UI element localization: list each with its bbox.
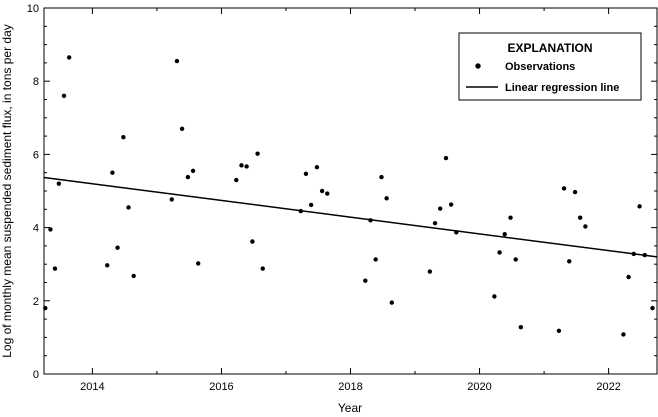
- legend: EXPLANATION Observations Linear regressi…: [458, 32, 642, 101]
- observation-point: [508, 215, 513, 220]
- observation-point: [363, 278, 368, 283]
- observation-point: [190, 168, 196, 174]
- observation-point: [427, 269, 433, 274]
- observation-point: [561, 186, 567, 191]
- observation-point: [621, 332, 626, 337]
- observation-point: [650, 305, 655, 311]
- observation-point: [244, 164, 249, 169]
- observation-point: [196, 261, 201, 266]
- x-tick-label: 2018: [338, 381, 362, 393]
- observation-point: [255, 151, 260, 156]
- observation-point: [52, 266, 58, 271]
- observation-point: [239, 163, 244, 168]
- observation-point: [631, 251, 636, 257]
- legend-observation-label: Observations: [505, 61, 575, 73]
- observation-point: [61, 93, 67, 99]
- observation-point: [308, 202, 314, 208]
- legend-title: EXPLANATION: [507, 41, 592, 55]
- observation-point: [513, 257, 518, 262]
- observation-point: [492, 294, 497, 299]
- y-tick-label: 10: [27, 3, 39, 15]
- observation-point: [260, 266, 265, 271]
- observation-point: [556, 328, 562, 334]
- x-tick-label: 2016: [209, 381, 233, 393]
- observation-point: [169, 197, 174, 202]
- observation-point: [626, 274, 631, 280]
- observation-point: [567, 259, 572, 264]
- y-tick-label: 8: [33, 76, 39, 88]
- observation-point: [518, 324, 524, 330]
- observation-point: [110, 170, 115, 175]
- x-tick-label: 2020: [467, 381, 491, 393]
- observation-point: [637, 204, 642, 209]
- observation-point: [298, 208, 304, 214]
- legend-box: [458, 32, 642, 101]
- observation-point: [578, 215, 583, 220]
- observation-point: [174, 58, 180, 64]
- observation-point: [131, 273, 136, 279]
- observation-point: [325, 191, 330, 196]
- y-tick-label: 0: [33, 369, 39, 381]
- observation-point: [314, 165, 320, 170]
- observation-point: [389, 300, 394, 305]
- observation-point: [432, 221, 438, 226]
- observation-point: [373, 257, 378, 262]
- regression-line: [43, 176, 658, 258]
- observation-point: [642, 252, 647, 258]
- observation-point: [121, 134, 126, 140]
- observation-point: [319, 188, 325, 194]
- observation-point: [126, 205, 131, 210]
- y-tick-label: 6: [33, 149, 39, 161]
- observation-point: [443, 155, 449, 161]
- observation-point: [56, 181, 62, 186]
- x-axis-title: Year: [338, 401, 362, 415]
- observation-point: [502, 231, 507, 237]
- y-axis-title: Log of monthly mean suspended sediment f…: [0, 24, 14, 358]
- axis-ticks: [44, 7, 657, 375]
- observation-point: [43, 305, 48, 311]
- y-tick-label: 4: [33, 223, 39, 235]
- observation-point: [185, 174, 191, 180]
- observation-point: [115, 245, 120, 250]
- observation-point: [437, 206, 443, 211]
- observation-point: [368, 218, 373, 223]
- observation-point: [454, 230, 459, 235]
- observation-point: [572, 189, 578, 195]
- x-tick-label: 2022: [596, 381, 620, 393]
- observation-point: [497, 250, 502, 255]
- observation-point: [105, 263, 110, 268]
- observation-point: [583, 224, 588, 229]
- observation-point: [379, 174, 384, 180]
- observation-point: [179, 126, 185, 131]
- observation-point: [448, 202, 454, 207]
- observation-point: [48, 227, 53, 232]
- observation-point: [303, 171, 309, 176]
- axis-tick-labels: 0 2 4 6 8 10 2014 2016 2018 2020 2022: [27, 3, 621, 393]
- observation-point: [66, 55, 72, 60]
- observation-point: [384, 196, 389, 201]
- y-tick-label: 2: [33, 296, 39, 308]
- legend-observation-marker: [475, 63, 481, 69]
- x-tick-label: 2014: [80, 381, 104, 393]
- legend-regression-label: Linear regression line: [505, 82, 619, 94]
- observation-point: [250, 239, 255, 244]
- observation-points: [43, 55, 655, 337]
- observation-point: [234, 177, 239, 183]
- regression-line-group: [43, 176, 658, 258]
